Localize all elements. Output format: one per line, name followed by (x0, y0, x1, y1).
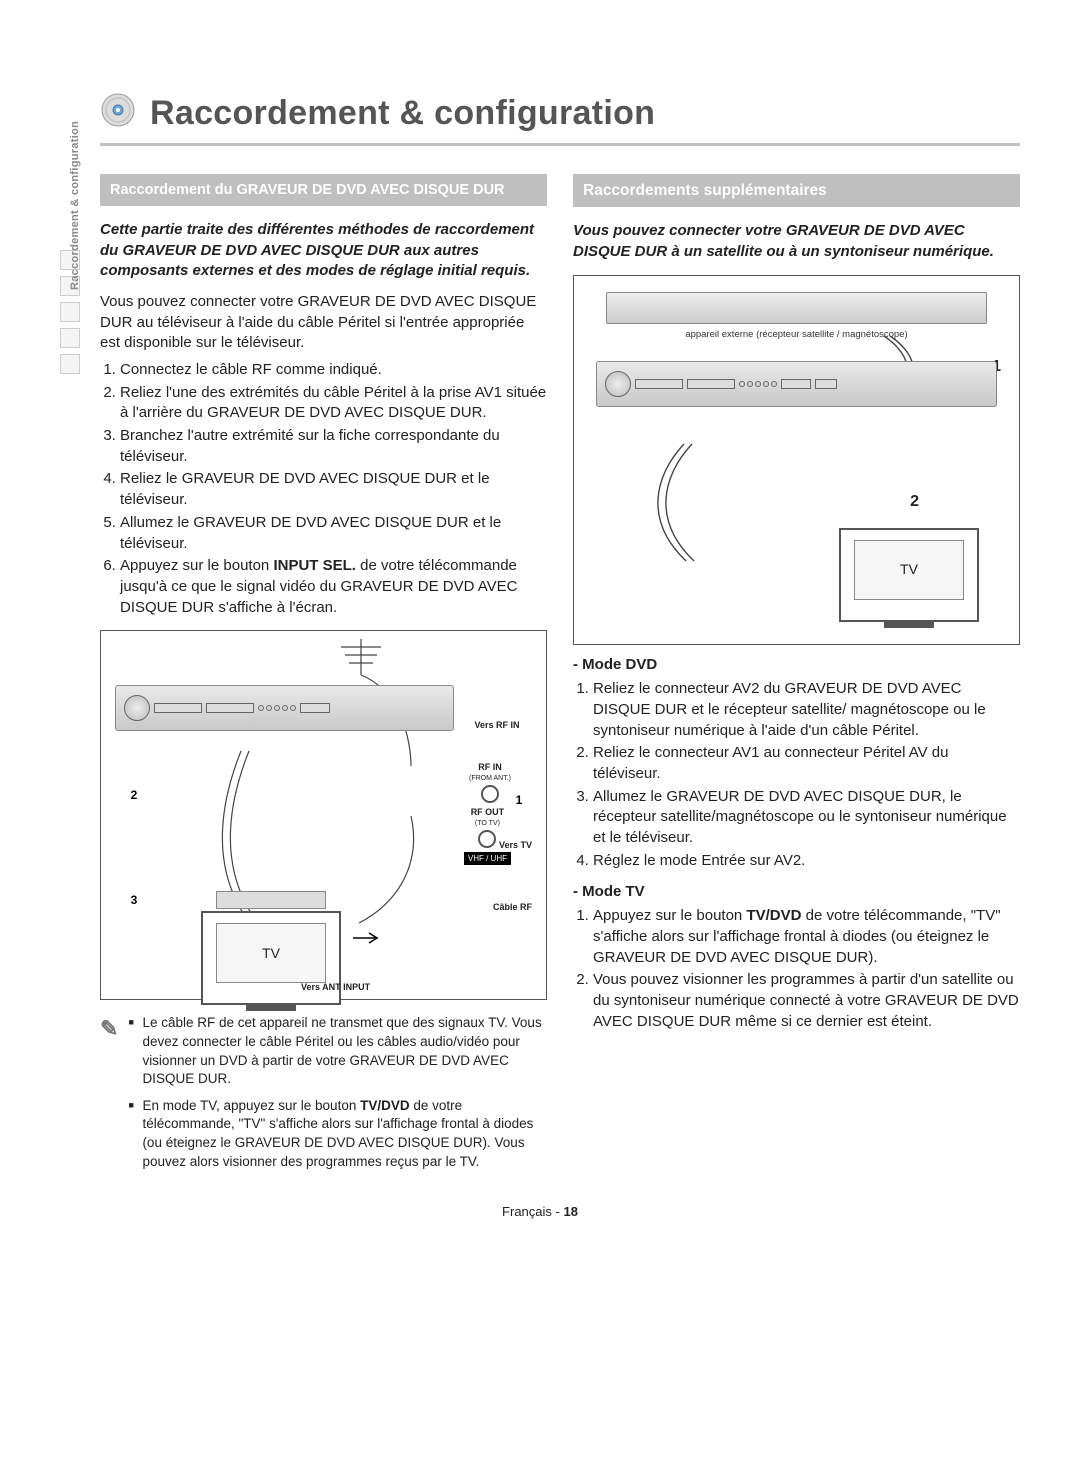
mode-tv-bold: TV/DVD (746, 907, 801, 924)
label-rfout-port: RF OUT (464, 806, 511, 818)
left-intro: Cette partie traite des différentes méth… (100, 220, 547, 282)
left-step: Reliez le GRAVEUR DE DVD AVEC DISQUE DUR… (120, 469, 547, 510)
right-column: Raccordements supplémentaires Vous pouve… (573, 174, 1020, 1179)
tv-label: TV (262, 944, 280, 963)
left-diagram: Vers RF IN RF IN (FROM ANT.) RF OUT (TO … (100, 630, 547, 1000)
mode-tv-steps: Appuyez sur le bouton TV/DVD de votre té… (573, 906, 1020, 1032)
label-ant-input: Vers ANT INPUT (301, 981, 370, 993)
mode-dvd-step: Reliez le connecteur AV2 du GRAVEUR DE D… (593, 679, 1020, 741)
callout-1: 1 (510, 791, 528, 809)
mode-dvd-steps: Reliez le connecteur AV2 du GRAVEUR DE D… (573, 679, 1020, 871)
left-lead: Vous pouvez connecter votre GRAVEUR DE D… (100, 292, 547, 354)
mode-tv-step: Appuyez sur le bouton TV/DVD de votre té… (593, 906, 1020, 968)
note-bold: TV/DVD (360, 1098, 410, 1113)
mode-dvd-step: Réglez le mode Entrée sur AV2. (593, 851, 1020, 872)
step6-pre: Appuyez sur le bouton (120, 557, 273, 574)
mode-dvd-title: - Mode DVD (573, 655, 1020, 676)
left-step: Reliez l'une des extrémités du câble Pér… (120, 383, 547, 424)
step6-bold: INPUT SEL. (273, 557, 356, 574)
left-step: Allumez le GRAVEUR DE DVD AVEC DISQUE DU… (120, 513, 547, 554)
mode-tv-step: Vous pouvez visionner les programmes à p… (593, 970, 1020, 1032)
footer-page: 18 (563, 1204, 577, 1219)
note-icon: ✎ (100, 1014, 118, 1179)
sidebar-section-label: Raccordement & configuration (68, 121, 83, 290)
footer-lang: Français (502, 1204, 552, 1219)
left-column: Raccordement du GRAVEUR DE DVD AVEC DISQ… (100, 174, 547, 1179)
label-vers-tv: Vers TV (499, 839, 532, 851)
label-rfin-port: RF IN (469, 761, 511, 773)
page-footer: Français - 18 (60, 1203, 1020, 1221)
page-title: Raccordement & configuration (150, 90, 655, 137)
label-vhf: VHF / UHF (464, 852, 511, 865)
label-rfin-sub: (FROM ANT.) (469, 774, 511, 784)
external-device (606, 292, 987, 324)
right-diagram: appareil externe (récepteur satellite / … (573, 275, 1020, 645)
mode-tv-title: - Mode TV (573, 882, 1020, 903)
label-rfout-sub: (TO TV) (464, 819, 511, 829)
tv-device-2: TV (839, 528, 979, 622)
left-steps: Connectez le câble RF comme indiqué. Rel… (100, 360, 547, 618)
left-step: Branchez l'autre extrémité sur la fiche … (120, 426, 547, 467)
disc-icon (100, 92, 136, 135)
ext-label: appareil externe (récepteur satellite / … (588, 328, 1005, 341)
note-block: ✎ Le câble RF de cet appareil ne transme… (100, 1014, 547, 1179)
dvd-recorder-rear-2 (596, 361, 997, 407)
note-item: En mode TV, appuyez sur le bouton TV/DVD… (128, 1097, 547, 1172)
label-rf-in: Vers RF IN (462, 719, 532, 731)
left-step: Connectez le câble RF comme indiqué. (120, 360, 547, 381)
dvd-recorder-rear (115, 685, 454, 731)
mode-dvd-step: Allumez le GRAVEUR DE DVD AVEC DISQUE DU… (593, 787, 1020, 849)
tv-label-2: TV (900, 560, 918, 579)
mode-dvd-step: Reliez le connecteur AV1 au connecteur P… (593, 743, 1020, 784)
right-intro: Vous pouvez connecter votre GRAVEUR DE D… (573, 221, 1020, 262)
left-section-title: Raccordement du GRAVEUR DE DVD AVEC DISQ… (100, 174, 547, 206)
label-cable-rf: Câble RF (493, 901, 532, 913)
callout-3: 3 (125, 891, 143, 909)
callout-2: 2 (910, 491, 919, 513)
callout-2: 2 (125, 786, 143, 804)
right-section-title: Raccordements supplémentaires (573, 174, 1020, 207)
left-step: Appuyez sur le bouton INPUT SEL. de votr… (120, 556, 547, 618)
note-item: Le câble RF de cet appareil ne transmet … (128, 1014, 547, 1089)
page-title-row: Raccordement & configuration (100, 90, 1020, 146)
